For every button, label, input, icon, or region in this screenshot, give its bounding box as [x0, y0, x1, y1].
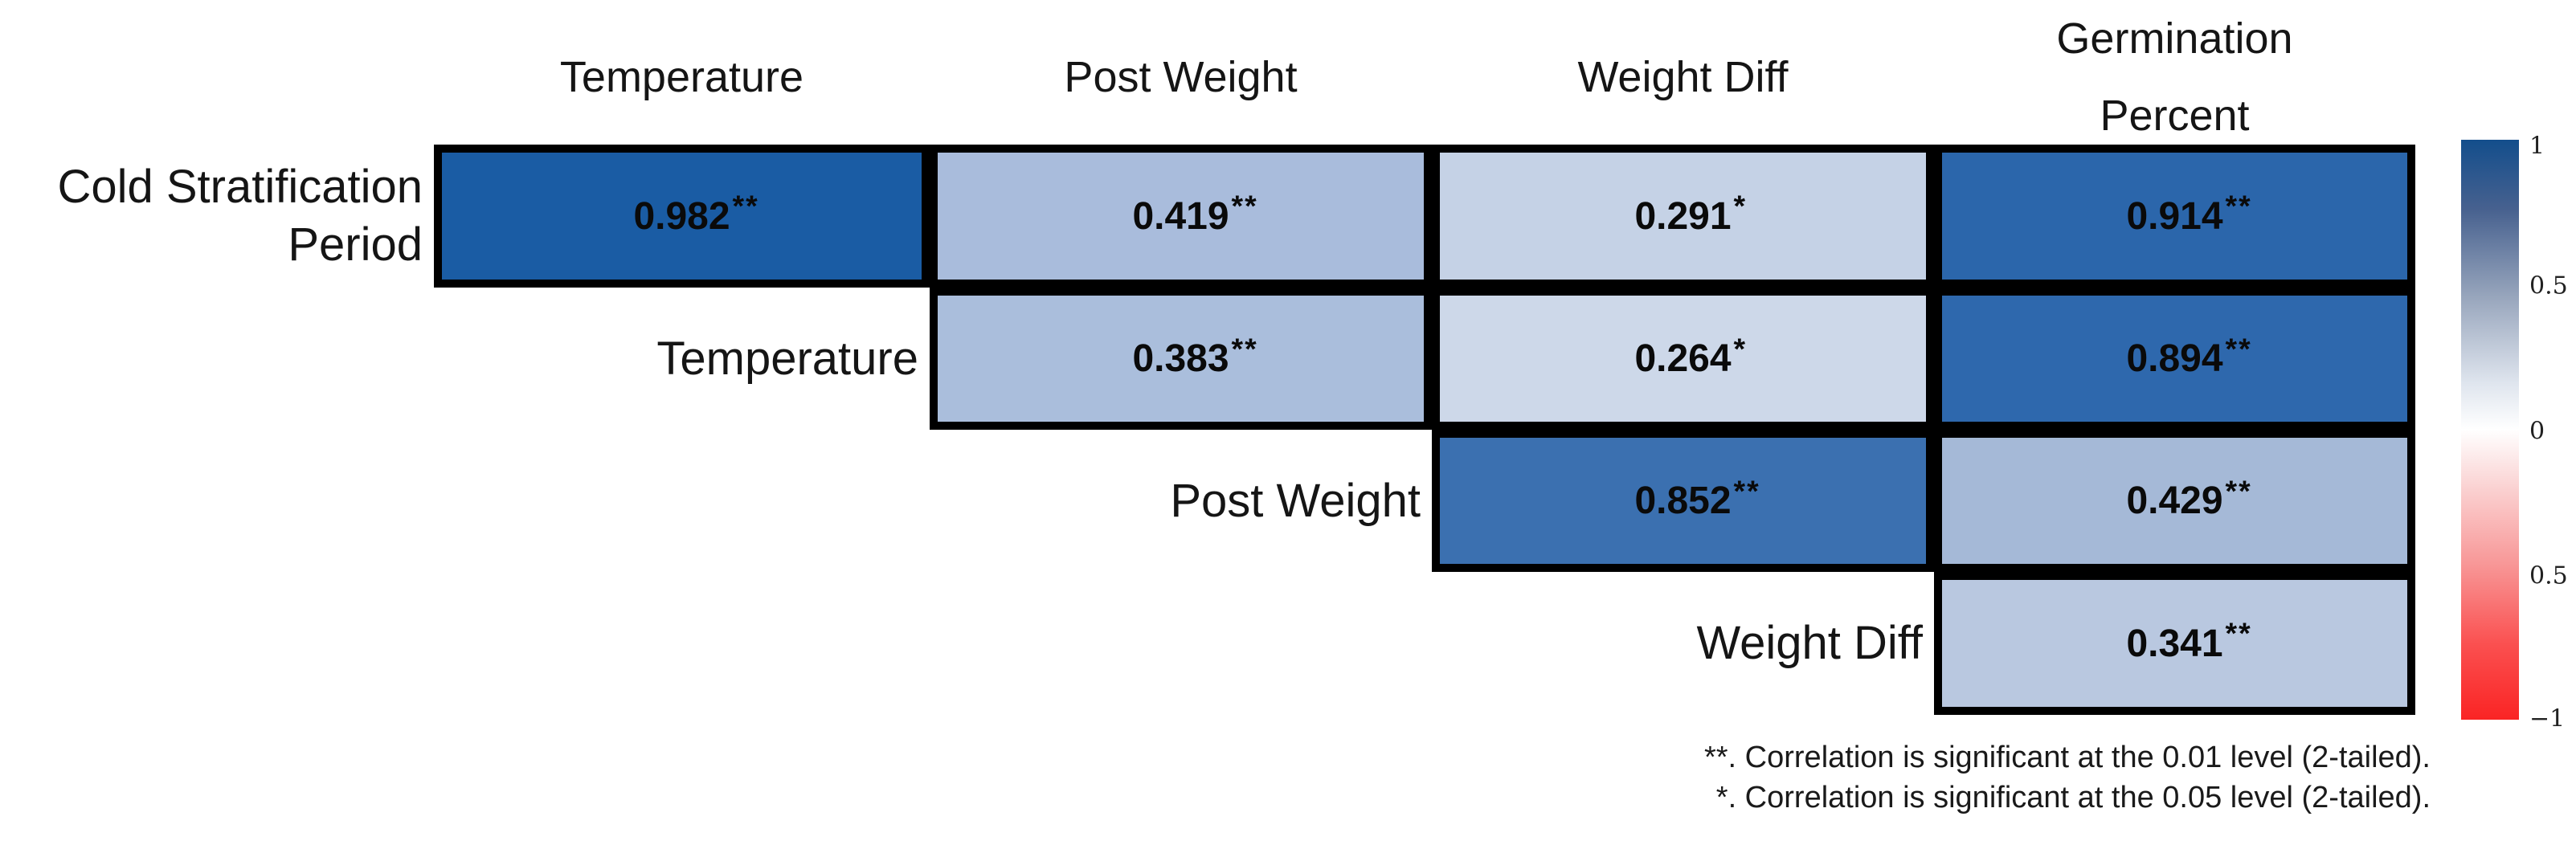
corr-cell-temperature-postweight: 0.383 ** — [930, 288, 1432, 430]
significance-footnotes: **. Correlation is significant at the 0.… — [1704, 737, 2431, 818]
corr-value: 0.341 — [2126, 622, 2223, 665]
corr-cell-temperature-germination: 0.894 ** — [1934, 288, 2415, 430]
corr-value: 0.914 — [2126, 194, 2223, 238]
column-header-label-line2: Percent — [2100, 92, 2250, 140]
corr-value: 0.982 — [633, 194, 730, 238]
row-label-weight-diff: Weight Diff — [0, 572, 1934, 715]
corr-cell-postweight-weightdiff: 0.852 ** — [1432, 430, 1934, 572]
corr-value: 0.419 — [1132, 194, 1229, 238]
footnote-005-level: *. Correlation is significant at the 0.0… — [1715, 781, 2431, 814]
corr-value: 0.264 — [1634, 337, 1732, 380]
column-header-temperature: Temperature — [434, 6, 930, 148]
column-header-label-line1: Germination — [2056, 14, 2293, 63]
corr-cell-temperature-weightdiff: 0.264 * — [1432, 288, 1934, 430]
corr-cell-coldstrat-weightdiff: 0.291 * — [1432, 145, 1934, 288]
column-header-label: Post Weight — [1064, 53, 1298, 101]
row-label-post-weight: Post Weight — [0, 430, 1432, 572]
row-label-text: Temperature — [656, 332, 918, 385]
footnote-001-level: **. Correlation is significant at the 0.… — [1703, 741, 2431, 774]
column-header-post-weight: Post Weight — [930, 6, 1432, 148]
corr-cell-coldstrat-temperature: 0.982 ** — [434, 145, 930, 288]
row-label-cold-stratification-period: Cold Stratification Period — [0, 145, 434, 288]
row-label-text: Post Weight — [1170, 474, 1421, 527]
row-label-text: Weight Diff — [1696, 617, 1923, 669]
corr-cell-postweight-germination: 0.429 ** — [1934, 430, 2415, 572]
corr-value: 0.291 — [1634, 194, 1732, 238]
colorbar-tick-1: 1 — [2529, 132, 2545, 161]
row-label-line1: Cold Stratification — [57, 161, 423, 213]
colorbar-tick-neg-0.5: 0.5 — [2529, 561, 2568, 590]
column-header-label: Temperature — [559, 53, 804, 101]
corr-cell-weightdiff-germination: 0.341 ** — [1934, 572, 2415, 715]
column-header-weight-diff: Weight Diff — [1432, 6, 1934, 148]
colorbar-tick-neg-1: −1 — [2529, 704, 2566, 733]
column-header-germination-percent: Germination Percent — [1934, 6, 2415, 148]
corr-value: 0.852 — [1634, 480, 1732, 522]
corr-cell-coldstrat-postweight: 0.419 ** — [930, 145, 1432, 288]
corr-value: 0.429 — [2126, 480, 2223, 522]
row-label-temperature: Temperature — [0, 288, 930, 430]
row-label-line2: Period — [288, 218, 423, 271]
colorbar-gradient — [2461, 140, 2519, 720]
corr-value: 0.383 — [1132, 337, 1229, 380]
colorbar-tick-0: 0 — [2529, 417, 2545, 446]
column-header-label: Weight Diff — [1577, 53, 1789, 101]
corr-value: 0.894 — [2126, 337, 2223, 380]
colorbar-tick-0.5: 0.5 — [2529, 271, 2568, 300]
corr-cell-coldstrat-germination: 0.914 ** — [1934, 145, 2415, 288]
